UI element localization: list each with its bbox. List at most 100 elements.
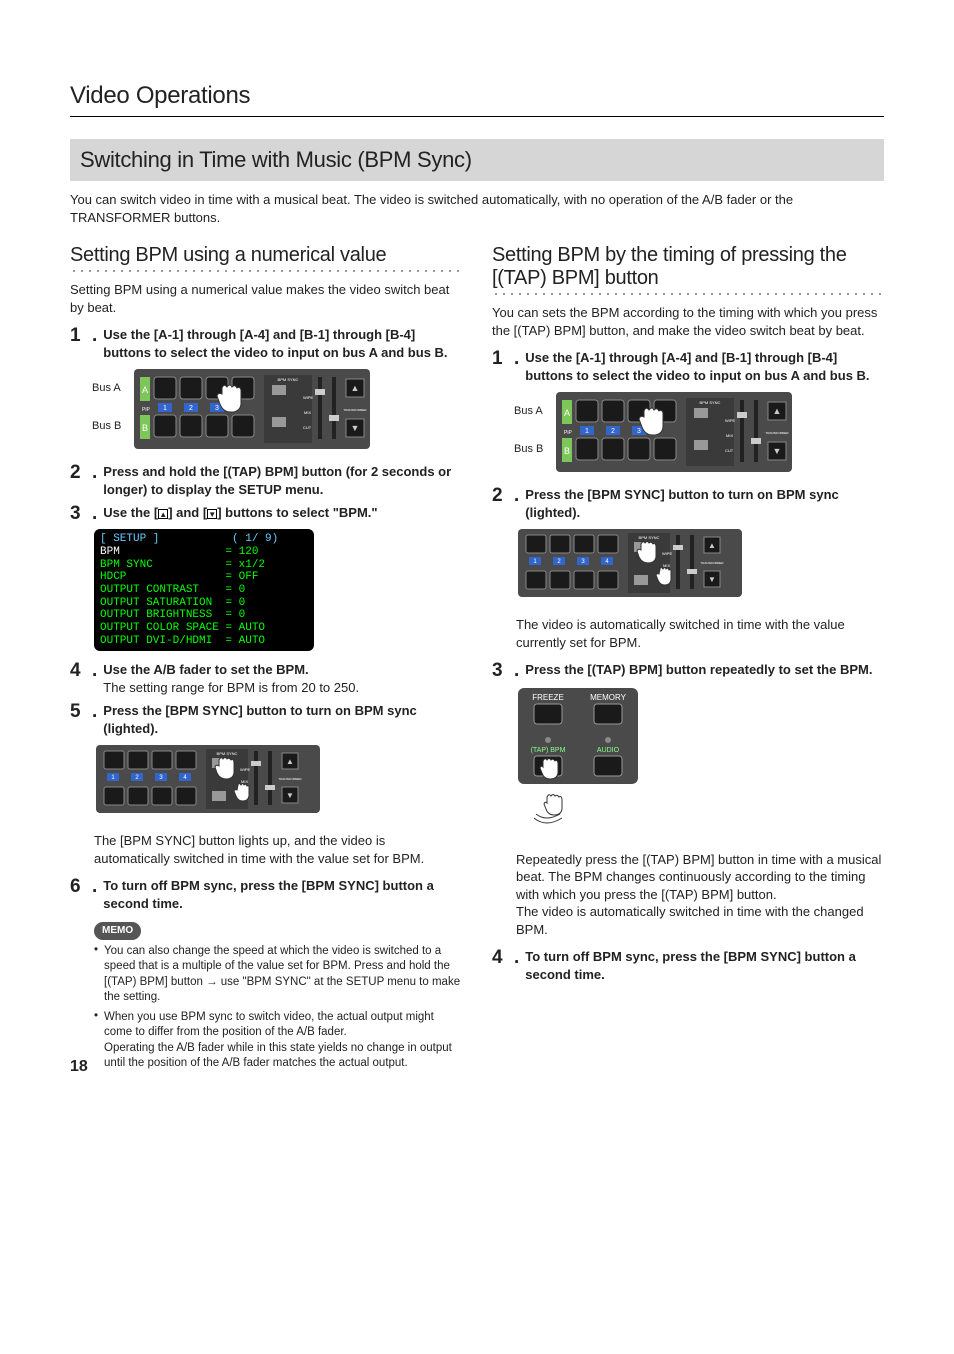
svg-text:3: 3: [637, 428, 641, 435]
step-after-text: The video is automatically switched in t…: [516, 616, 884, 651]
setup-screen-figure: [ SETUP ] ( 1/ 9) BPM = 120 BPM SYNC = x…: [94, 529, 462, 651]
dotted-rule: [70, 269, 462, 273]
svg-text:CUT: CUT: [303, 425, 312, 430]
step-after-text: The [BPM SYNC] button lights up, and the…: [94, 832, 462, 867]
svg-text:3: 3: [215, 405, 219, 412]
svg-text:WIPE: WIPE: [725, 418, 736, 423]
step-text: Use the A/B fader to set the BPM.: [103, 661, 462, 679]
step: 1. Use the [A-1] through [A-4] and [B-1]…: [70, 326, 462, 361]
memo-item: •When you use BPM sync to switch video, …: [94, 1010, 462, 1072]
step-number: 2: [70, 463, 90, 482]
panel-diagram-ab: Bus A Bus B A B 1 2 3 PiP BPM SYNC: [516, 390, 884, 476]
svg-text:PiP: PiP: [564, 430, 572, 436]
svg-text:MIX: MIX: [304, 410, 311, 415]
svg-text:CUT: CUT: [725, 448, 734, 453]
step: 2. Press the [BPM SYNC] button to turn o…: [492, 486, 884, 521]
right-subheading: Setting BPM by the timing of pressing th…: [492, 244, 884, 290]
dotted-rule: [492, 292, 884, 296]
svg-text:1: 1: [163, 405, 167, 412]
panel-svg: A B 1 2 3 PiP BPM SYNC WIPE MIX: [516, 390, 796, 476]
section-heading: Switching in Time with Music (BPM Sync): [70, 139, 884, 181]
svg-text:A: A: [142, 385, 148, 395]
step: 4. To turn off BPM sync, press the [BPM …: [492, 948, 884, 983]
step: 4. Use the A/B fader to set the BPM. The…: [70, 661, 462, 696]
svg-text:FREEZE: FREEZE: [532, 693, 564, 702]
svg-text:▲: ▲: [708, 541, 716, 550]
step-after-text: Repeatedly press the [(TAP) BPM] button …: [516, 851, 884, 939]
panel-diagram-ab: Bus A Bus B A B 1 2 3 PiP: [94, 367, 462, 453]
svg-text:BPM SYNC: BPM SYNC: [278, 377, 299, 382]
svg-text:BPM SYNC: BPM SYNC: [217, 751, 238, 756]
page-number: 18: [70, 1056, 88, 1078]
panel-svg: A B 1 2 3 PiP BPM SYNC: [94, 367, 374, 453]
step-number: 5: [70, 702, 90, 721]
svg-text:1: 1: [585, 428, 589, 435]
page-title: Video Operations: [70, 80, 884, 117]
step-text: Press and hold the [(TAP) BPM] button (f…: [103, 464, 451, 497]
step: 6. To turn off BPM sync, press the [BPM …: [70, 877, 462, 912]
step-text: To turn off BPM sync, press the [BPM SYN…: [525, 949, 856, 982]
memo-item: •You can also change the speed at which …: [94, 944, 462, 1006]
step-number: 6: [70, 877, 90, 896]
svg-text:WIPE: WIPE: [240, 767, 251, 772]
panel-svg-small: 1 2 3 4 BPM SYNC WIPE MIX CUT ▲ ▼ TRANSF…: [516, 527, 746, 601]
step-text: Use the [▲] and [▼] buttons to select "B…: [103, 504, 462, 522]
svg-text:▲: ▲: [351, 383, 360, 393]
svg-text:2: 2: [189, 405, 193, 412]
svg-text:BPM SYNC: BPM SYNC: [639, 535, 660, 540]
svg-text:A: A: [564, 408, 570, 418]
intro-text: You can switch video in time with a musi…: [70, 191, 884, 226]
svg-text:2: 2: [611, 428, 615, 435]
step-number: 4: [70, 661, 90, 680]
memo-list: •You can also change the speed at which …: [94, 944, 462, 1072]
svg-text:WIPE: WIPE: [662, 551, 673, 556]
step-number: 1: [70, 326, 90, 345]
step-number: 3: [492, 661, 512, 680]
bus-b-label: Bus B: [92, 419, 121, 434]
svg-text:TRANSFORMER: TRANSFORMER: [700, 561, 724, 565]
step: 5. Press the [BPM SYNC] button to turn o…: [70, 702, 462, 737]
bus-b-label: Bus B: [514, 442, 543, 457]
step-text: Use the [A-1] through [A-4] and [B-1] th…: [103, 327, 447, 360]
panel-diagram-sync: 1 2 3 4 BPM SYNC WIPE MIX CUT ▲ ▼ TRANSF…: [94, 743, 462, 822]
svg-text:MEMORY: MEMORY: [590, 693, 627, 702]
svg-text:▼: ▼: [351, 423, 360, 433]
bus-a-label: Bus A: [92, 381, 121, 396]
step-text: To turn off BPM sync, press the [BPM SYN…: [103, 878, 434, 911]
svg-text:▼: ▼: [708, 575, 716, 584]
svg-text:TRANSFORMER: TRANSFORMER: [765, 431, 789, 435]
right-intro: You can sets the BPM according to the ti…: [492, 304, 884, 339]
setup-screen: [ SETUP ] ( 1/ 9) BPM = 120 BPM SYNC = x…: [94, 529, 314, 651]
step-subtext: The setting range for BPM is from 20 to …: [103, 679, 462, 697]
svg-text:TRANSFORMER: TRANSFORMER: [343, 408, 367, 412]
left-intro: Setting BPM using a numerical value make…: [70, 281, 462, 316]
memo-badge: MEMO: [94, 922, 141, 940]
svg-text:▲: ▲: [773, 406, 782, 416]
svg-text:MIX: MIX: [726, 433, 733, 438]
step-text: Press the [BPM SYNC] button to turn on B…: [103, 703, 416, 736]
tap-bpm-svg: FREEZE MEMORY (TAP) BPM AUDIO: [516, 686, 646, 836]
step-text: Use the [A-1] through [A-4] and [B-1] th…: [525, 350, 869, 383]
panel-svg-small: 1 2 3 4 BPM SYNC WIPE MIX CUT ▲ ▼ TRANSF…: [94, 743, 324, 817]
svg-text:B: B: [564, 446, 570, 456]
svg-text:▼: ▼: [773, 446, 782, 456]
svg-text:PiP: PiP: [142, 407, 150, 413]
step-number: 3: [70, 504, 90, 523]
svg-text:▼: ▼: [286, 791, 294, 800]
svg-text:(TAP) BPM: (TAP) BPM: [531, 747, 566, 754]
step: 1. Use the [A-1] through [A-4] and [B-1]…: [492, 349, 884, 384]
step-number: 4: [492, 948, 512, 967]
step-text: Press the [BPM SYNC] button to turn on B…: [525, 487, 838, 520]
right-column: Setting BPM by the timing of pressing th…: [492, 244, 884, 1076]
step-text: Press the [(TAP) BPM] button repeatedly …: [525, 662, 872, 677]
step-number: 2: [492, 486, 512, 505]
svg-text:B: B: [142, 423, 148, 433]
left-subheading: Setting BPM using a numerical value: [70, 244, 462, 267]
down-arrow-icon: ▼: [207, 509, 217, 519]
step: 2. Press and hold the [(TAP) BPM] button…: [70, 463, 462, 498]
svg-text:WIPE: WIPE: [303, 395, 314, 400]
step: 3. Use the [▲] and [▼] buttons to select…: [70, 504, 462, 523]
bus-a-label: Bus A: [514, 404, 543, 419]
panel-diagram-sync: 1 2 3 4 BPM SYNC WIPE MIX CUT ▲ ▼ TRANSF…: [516, 527, 884, 606]
up-arrow-icon: ▲: [158, 509, 168, 519]
